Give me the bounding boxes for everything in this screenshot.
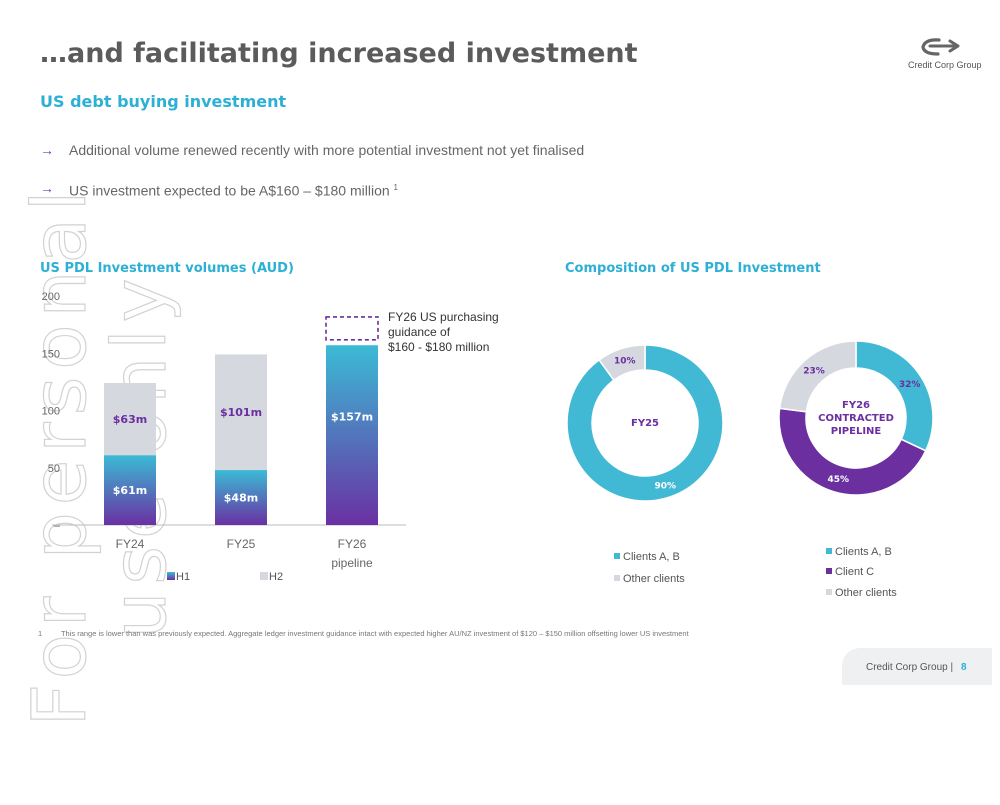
- bullet-text: Additional volume renewed recently with …: [69, 142, 585, 158]
- x-tick-sublabel: pipeline: [331, 556, 373, 570]
- legend-swatch: [260, 572, 268, 580]
- footnote-number: 1: [38, 629, 43, 638]
- arrow-icon: →: [40, 142, 54, 158]
- donut-slice-clients-a-b: [566, 344, 724, 502]
- bullet-text: US investment expected to be A$160 – $18…: [69, 182, 394, 199]
- bar-h1-fy24: [104, 455, 156, 525]
- donut-center-label: FY25: [631, 418, 659, 429]
- legend-label: Other clients: [835, 587, 897, 599]
- bullet-item: → Additional volume renewed recently wit…: [40, 140, 584, 178]
- bar-h1-label: $157m: [331, 411, 373, 424]
- bullet-list: → Additional volume renewed recently wit…: [40, 140, 584, 216]
- slice-label: 90%: [654, 481, 676, 491]
- bar-chart: – 50 100 150 200 $61m $63m FY24 $48m $101m FY25 $15…: [42, 291, 499, 583]
- footnote-marker: 1: [393, 183, 398, 192]
- y-tick-label: 100: [42, 406, 60, 418]
- slice-label: 23%: [803, 366, 825, 376]
- y-tick-label: 200: [42, 291, 60, 303]
- legend-swatch: [167, 572, 175, 580]
- guidance-annotation: $160 - $180 million: [388, 340, 489, 354]
- bar-h2-label: $101m: [220, 406, 262, 419]
- bar-h1-label: $48m: [224, 492, 258, 505]
- legend-label: Other clients: [623, 573, 685, 585]
- bullet-item: → US investment expected to be A$160 – $…: [40, 178, 584, 216]
- donut-slice-other-clients: [598, 344, 646, 382]
- company-logo: Credit Corp Group: [908, 35, 982, 73]
- guidance-annotation: guidance of: [388, 325, 451, 339]
- legend-label: H2: [269, 571, 283, 583]
- y-tick-label: 50: [48, 463, 60, 475]
- donut-charts: 90% 10% FY25 Clients A, B Other clients 32% 45…: [566, 340, 934, 599]
- bar-h1-fy25: [215, 470, 267, 525]
- donut-slice-client-c: [778, 407, 927, 496]
- donut-center-label: FY26: [842, 400, 870, 411]
- section-subtitle: US debt buying investment: [40, 92, 287, 111]
- legend-swatch: [826, 568, 832, 574]
- legend-swatch: [826, 589, 832, 595]
- credit-corp-logo-icon: [921, 38, 960, 56]
- bar-h1-label: $61m: [113, 484, 147, 497]
- bar-h2-label: $63m: [113, 413, 147, 426]
- guidance-annotation: FY26 US purchasing: [388, 310, 499, 324]
- legend-label: H1: [176, 571, 190, 583]
- bar-h1-fy26: [326, 345, 378, 525]
- page-number: 8: [961, 662, 967, 673]
- logo-text: Credit Corp Group: [908, 60, 982, 70]
- x-tick-label: FY24: [116, 537, 145, 551]
- y-tick-label: –: [54, 520, 61, 532]
- footnote-text: This range is lower than was previously …: [60, 629, 689, 638]
- footer-company: Credit Corp Group |: [866, 662, 954, 673]
- bar-h2-fy24: [104, 383, 156, 456]
- x-tick-label: FY26: [338, 537, 367, 551]
- legend-swatch: [614, 553, 620, 559]
- x-tick-label: FY25: [227, 537, 256, 551]
- donut-center-label: PIPELINE: [831, 426, 882, 437]
- bar-h2-fy25: [215, 354, 267, 471]
- y-tick-label: 150: [42, 348, 60, 360]
- donut-chart-title: Composition of US PDL Investment: [565, 261, 821, 276]
- legend-swatch: [826, 548, 832, 554]
- legend-label: Clients A, B: [835, 546, 892, 558]
- bar-chart-title: US PDL Investment volumes (AUD): [40, 261, 294, 276]
- legend-label: Client C: [835, 566, 874, 578]
- guidance-range-box: [325, 316, 379, 341]
- slice-label: 10%: [614, 357, 636, 367]
- slice-label: 45%: [828, 475, 850, 485]
- slice-label: 32%: [899, 380, 921, 390]
- legend-label: Clients A, B: [623, 551, 680, 563]
- page-title: …and facilitating increased investment: [40, 38, 638, 69]
- arrow-icon: →: [40, 180, 54, 196]
- footnote: 1 This range is lower than was previousl…: [38, 629, 689, 638]
- donut-slice-other-clients: [778, 340, 857, 413]
- footer: Credit Corp Group | 8: [842, 648, 992, 685]
- legend-swatch: [614, 575, 620, 581]
- donut-center-label: CONTRACTED: [818, 413, 894, 424]
